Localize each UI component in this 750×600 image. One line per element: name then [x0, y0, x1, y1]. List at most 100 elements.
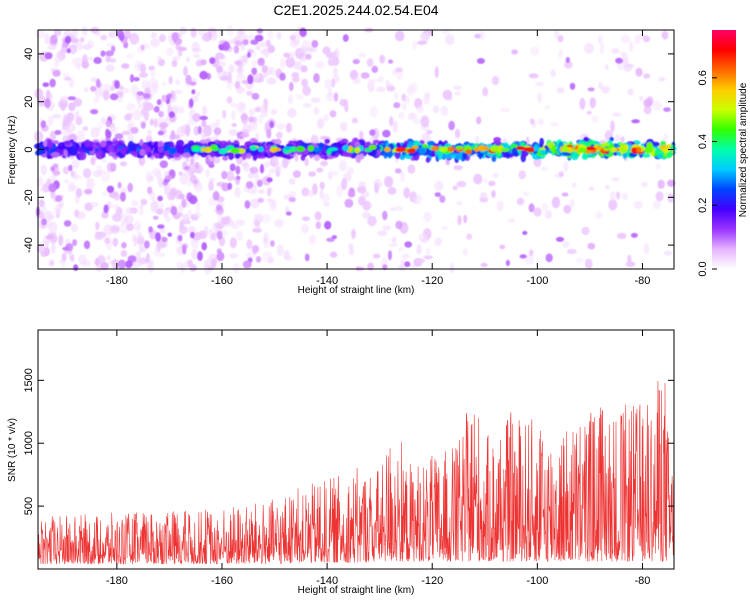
- heatmap-cell: [351, 228, 356, 240]
- heatmap-cell: [257, 57, 265, 67]
- heatmap-cell: [53, 29, 62, 37]
- heatmap-cell: [311, 135, 319, 143]
- heatmap-cell: [456, 200, 463, 206]
- heatmap-cell: [338, 160, 347, 172]
- heatmap-cell: [178, 171, 183, 176]
- heatmap-cell: [197, 251, 203, 261]
- heatmap-cell: [244, 200, 251, 209]
- heatmap-cell: [620, 34, 631, 44]
- heatmap-cell: [61, 43, 67, 48]
- heatmap-cell: [192, 113, 201, 122]
- heatmap-cell: [476, 58, 485, 64]
- heatmap-cell: [126, 53, 134, 60]
- heatmap-cell: [643, 242, 650, 255]
- heatmap-cell: [150, 38, 160, 48]
- heatmap-cell: [245, 152, 252, 159]
- heatmap-cell: [540, 165, 549, 172]
- heatmap-cell: [187, 259, 193, 268]
- heatmap-cell: [555, 236, 565, 242]
- snr-x-axis-title: Height of straight line (km): [298, 585, 415, 596]
- heatmap-cell: [242, 39, 249, 46]
- heatmap-cell: [47, 115, 54, 126]
- heatmap-cell: [257, 189, 265, 194]
- heatmap-cell: [304, 253, 310, 262]
- heatmap-cell: [133, 220, 142, 232]
- heatmap-cell: [351, 117, 358, 124]
- heatmap-cell: [110, 224, 120, 235]
- heatmap-cell: [639, 95, 644, 102]
- heatmap-cell: [102, 89, 110, 101]
- heatmap-cell: [117, 29, 124, 39]
- heatmap-cell: [61, 252, 67, 262]
- heatmap-cell: [354, 147, 361, 154]
- heatmap-cell: [629, 41, 634, 52]
- heatmap-cell: [480, 191, 488, 202]
- heatmap-cell: [315, 221, 322, 230]
- heatmap-cell: [231, 224, 239, 230]
- heatmap-cell: [45, 89, 51, 101]
- heatmap-cell: [117, 182, 122, 189]
- heatmap-cell: [440, 105, 449, 116]
- heatmap-cell: [140, 198, 148, 206]
- heatmap-cell: [313, 73, 320, 83]
- heatmap-cell: [556, 87, 565, 94]
- heatmap-cell: [78, 151, 87, 161]
- heatmap-cell: [188, 98, 194, 108]
- heatmap-cell: [299, 27, 307, 37]
- heatmap-cell: [283, 250, 290, 260]
- heatmap-cell: [328, 88, 333, 98]
- heatmap-cell: [320, 193, 331, 203]
- heatmap-cell: [171, 32, 179, 42]
- heatmap-cell: [326, 237, 335, 242]
- snr-x-tick-label: -120: [421, 575, 443, 587]
- heatmap-cell: [137, 63, 146, 69]
- heatmap-cell: [296, 146, 305, 152]
- heatmap-cell: [228, 64, 235, 74]
- heatmap-cell: [586, 146, 596, 151]
- heatmap-cell: [185, 74, 192, 85]
- heatmap-cell: [519, 254, 527, 259]
- heatmap-cell: [72, 239, 78, 247]
- heatmap-cell: [656, 149, 664, 154]
- heatmap-cell: [448, 120, 455, 131]
- heatmap-cell: [511, 49, 518, 55]
- heatmap-cell: [642, 153, 651, 158]
- heatmap-cell: [491, 190, 496, 198]
- heatmap-cell: [136, 91, 145, 96]
- heatmap-cell: [100, 117, 107, 125]
- heatmap-cell: [257, 146, 264, 152]
- heatmap-cell: [199, 139, 208, 144]
- heatmap-cell: [281, 157, 289, 169]
- heatmap-cell: [117, 259, 126, 270]
- heatmap-cell: [187, 226, 196, 234]
- heatmap-cell: [35, 29, 46, 39]
- heatmap-cell: [132, 263, 139, 270]
- heatmap-cell: [101, 151, 106, 158]
- heatmap-cell: [611, 48, 620, 54]
- heatmap-cell: [412, 40, 417, 50]
- heatmap-cell: [101, 191, 109, 197]
- heatmap-cell: [157, 195, 163, 202]
- heatmap-cell: [667, 179, 676, 187]
- heatmap-cell: [251, 245, 260, 253]
- heatmap-cell: [411, 145, 419, 150]
- heatmap-cell: [121, 130, 131, 136]
- heatmap-cell: [216, 65, 223, 73]
- heatmap-cell: [221, 216, 229, 225]
- heatmap-cell: [255, 255, 262, 263]
- heatmap-cell: [200, 147, 210, 152]
- heatmap-cell: [133, 235, 138, 247]
- heatmap-cell: [253, 213, 259, 224]
- heatmap-cell: [52, 163, 59, 169]
- heatmap-cell: [121, 242, 127, 249]
- heatmap-cell: [476, 116, 482, 125]
- heatmap-cell: [213, 127, 222, 136]
- heatmap-cell: [127, 132, 135, 144]
- heatmap-cell: [54, 130, 62, 135]
- heatmap-cell: [571, 152, 579, 161]
- heatmap-cell: [612, 112, 622, 117]
- heatmap-cell: [491, 75, 499, 86]
- heatmap-cell: [268, 168, 276, 174]
- heatmap-cell: [251, 67, 258, 76]
